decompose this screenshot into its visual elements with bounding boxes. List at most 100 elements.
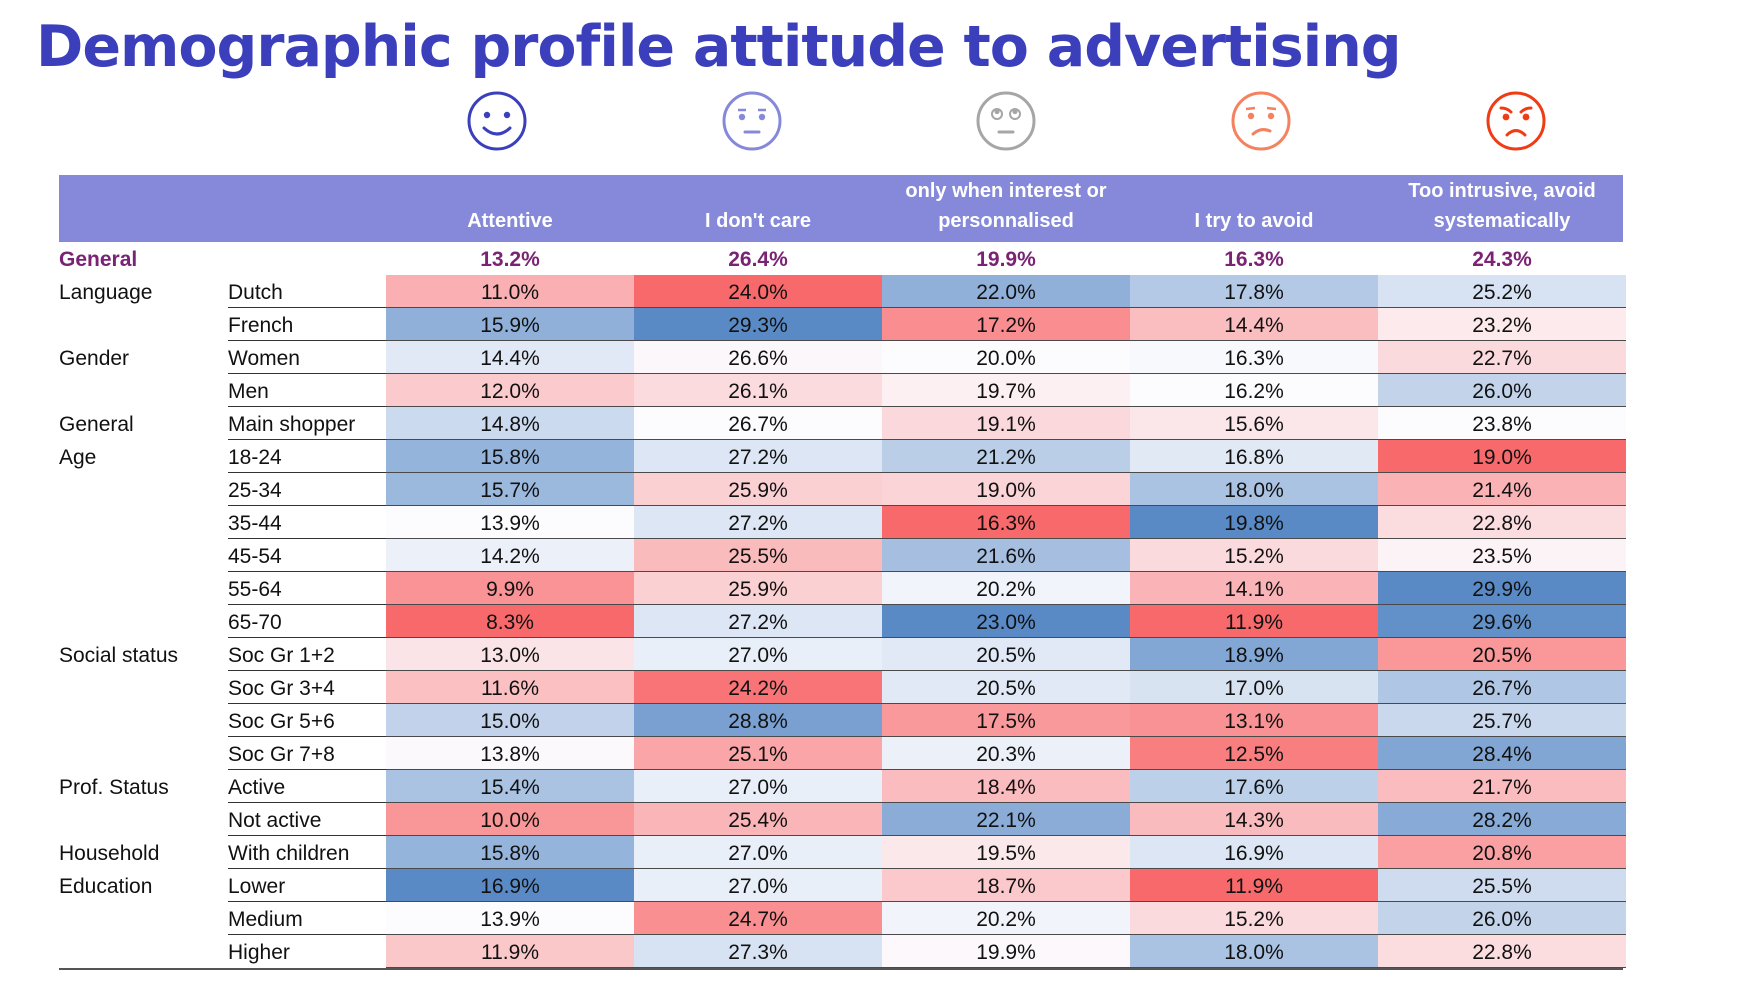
heatmap-cell: 25.7% (1378, 704, 1626, 737)
general-value-cell: 16.3% (1224, 248, 1284, 271)
heatmap-cell: 11.9% (386, 935, 634, 968)
table-row: Soc Gr 7+8 13.8% 25.1% 20.3% 12.5% 28.4% (59, 737, 1626, 770)
heatmap-cell: 28.2% (1378, 803, 1626, 836)
heatmap-cell: 24.2% (634, 671, 882, 704)
heatmap-cell: 13.8% (386, 737, 634, 770)
row-label: 25-34 (228, 473, 386, 506)
heatmap-cell: 11.9% (1130, 869, 1378, 902)
heatmap-cell: 25.9% (634, 473, 882, 506)
heatmap-cell: 22.0% (882, 275, 1130, 308)
heatmap-cell: 15.6% (1130, 407, 1378, 440)
general-row-label: General (59, 248, 138, 271)
heatmap-cell: 13.0% (386, 638, 634, 671)
heatmap-cell: 17.0% (1130, 671, 1378, 704)
heatmap-cell: 20.2% (882, 572, 1130, 605)
row-group-label: Household (59, 842, 160, 865)
heatmap-cell: 19.8% (1130, 506, 1378, 539)
heatmap-cell: 26.7% (1378, 671, 1626, 704)
row-label: Not active (228, 803, 386, 836)
heatmap-cell: 13.9% (386, 506, 634, 539)
heatmap-cell: 20.8% (1378, 836, 1626, 869)
heatmap-cell: 26.0% (1378, 902, 1626, 935)
column-header-line: systematically (1433, 210, 1571, 232)
heatmap-cell: 24.0% (634, 275, 882, 308)
heatmap-cell: 16.3% (1130, 341, 1378, 374)
row-group-label: General (59, 413, 134, 436)
heatmap-cell: 15.9% (386, 308, 634, 341)
heatmap-cell: 11.6% (386, 671, 634, 704)
heatmap-cell: 17.5% (882, 704, 1130, 737)
row-label: With children (228, 836, 386, 869)
column-header: Too intrusive, avoid systematically (1378, 176, 1626, 236)
heatmap-cell: 27.0% (634, 770, 882, 803)
heatmap-cell: 14.2% (386, 539, 634, 572)
heatmap-cell: 13.1% (1130, 704, 1378, 737)
table-row: Gender Women 14.4% 26.6% 20.0% 16.3% 22.7% (59, 341, 1626, 374)
heatmap-cell: 17.2% (882, 308, 1130, 341)
heatmap-cell: 25.2% (1378, 275, 1626, 308)
heatmap-cell: 26.1% (634, 374, 882, 407)
heatmap-cell: 23.5% (1378, 539, 1626, 572)
heatmap-cell: 14.4% (1130, 308, 1378, 341)
table-row: General Main shopper 14.8% 26.7% 19.1% 15.6% 2… (59, 407, 1626, 440)
row-label: 18-24 (228, 440, 386, 473)
heatmap-cell: 27.3% (634, 935, 882, 968)
heatmap-cell: 18.7% (882, 869, 1130, 902)
heatmap-cell: 23.2% (1378, 308, 1626, 341)
table-row: 25-34 15.7% 25.9% 19.0% 18.0% 21.4% (59, 473, 1626, 506)
indifferent-face-icon (721, 90, 783, 152)
heatmap-cell: 23.0% (882, 605, 1130, 638)
heatmap-cell: 20.3% (882, 737, 1130, 770)
heatmap-cell: 22.1% (882, 803, 1130, 836)
heatmap-cell: 24.7% (634, 902, 882, 935)
row-label: Men (228, 374, 386, 407)
table-row: Language Dutch 11.0% 24.0% 22.0% 17.8% 25.2% (59, 275, 1626, 308)
heatmap-cell: 20.5% (882, 638, 1130, 671)
column-header-line: personnalised (938, 210, 1074, 232)
table-bottom-rule (59, 968, 1623, 970)
row-group-label: Gender (59, 347, 130, 370)
row-group-label: Prof. Status (59, 776, 169, 799)
heatmap-cell: 15.2% (1130, 539, 1378, 572)
heatmap-cell: 15.4% (386, 770, 634, 803)
table-header: Attentive I don't care only when interest … (59, 175, 1623, 242)
page-title: Demographic profile attitude to advertis… (36, 14, 1402, 80)
table-body: General 13.2% 26.4% 19.9% 16.3% 24.3% Language… (59, 242, 1626, 968)
table-row: Household With children 15.8% 27.0% 19.5% 16.… (59, 836, 1626, 869)
heatmap-cell: 28.4% (1378, 737, 1626, 770)
heatmap-cell: 12.5% (1130, 737, 1378, 770)
heatmap-cell: 15.8% (386, 440, 634, 473)
table-row: 45-54 14.2% 25.5% 21.6% 15.2% 23.5% (59, 539, 1626, 572)
row-group-label: Language (59, 281, 153, 304)
heatmap-cell: 26.6% (634, 341, 882, 374)
general-value-cell: 26.4% (728, 248, 788, 271)
heatmap-cell: 29.6% (1378, 605, 1626, 638)
heatmap-cell: 14.3% (1130, 803, 1378, 836)
general-row: General 13.2% 26.4% 19.9% 16.3% 24.3% (59, 242, 1623, 275)
heatmap-cell: 20.5% (882, 671, 1130, 704)
table-row: Education Lower 16.9% 27.0% 18.7% 11.9% 25.5% (59, 869, 1626, 902)
happy-face-icon (466, 90, 528, 152)
table-row: 55-64 9.9% 25.9% 20.2% 14.1% 29.9% (59, 572, 1626, 605)
heatmap-cell: 20.2% (882, 902, 1130, 935)
heatmap-cell: 14.1% (1130, 572, 1378, 605)
heatmap-cell: 29.9% (1378, 572, 1626, 605)
row-label: Soc Gr 5+6 (228, 704, 386, 737)
row-label: Medium (228, 902, 386, 935)
row-label: Soc Gr 3+4 (228, 671, 386, 704)
heatmap-cell: 17.8% (1130, 275, 1378, 308)
row-label: Soc Gr 7+8 (228, 737, 386, 770)
heatmap-cell: 10.0% (386, 803, 634, 836)
table-row: Soc Gr 3+4 11.6% 24.2% 20.5% 17.0% 26.7% (59, 671, 1626, 704)
eye-roll-face-icon (975, 90, 1037, 152)
heatmap-cell: 20.0% (882, 341, 1130, 374)
heatmap-cell: 21.6% (882, 539, 1130, 572)
row-label: Soc Gr 1+2 (228, 638, 386, 671)
heatmap-cell: 13.9% (386, 902, 634, 935)
table-row: Medium 13.9% 24.7% 20.2% 15.2% 26.0% (59, 902, 1626, 935)
heatmap-cell: 19.0% (882, 473, 1130, 506)
table-row: 35-44 13.9% 27.2% 16.3% 19.8% 22.8% (59, 506, 1626, 539)
heatmap-cell: 27.2% (634, 605, 882, 638)
heatmap-cell: 27.0% (634, 836, 882, 869)
heatmap-cell: 15.8% (386, 836, 634, 869)
